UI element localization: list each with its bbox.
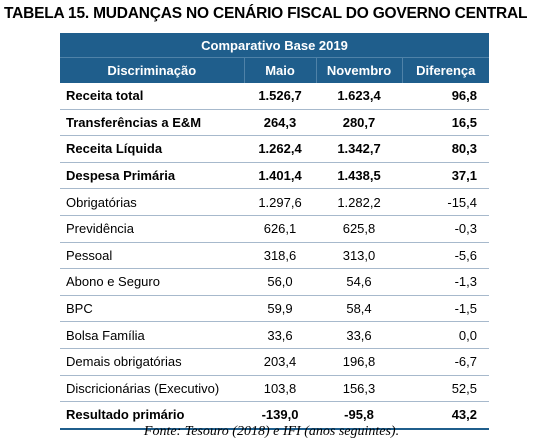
- table-row: Abono e Seguro 56,0 54,6 -1,3: [60, 268, 489, 296]
- row-label: Bolsa Família: [60, 321, 244, 349]
- cell-novembro: 54,6: [316, 268, 402, 296]
- cell-novembro: 1.438,5: [316, 162, 402, 190]
- row-label: Transferências a E&M: [60, 109, 244, 137]
- table-row: Transferências a E&M 264,3 280,7 16,5: [60, 109, 489, 137]
- fiscal-table: Comparativo Base 2019 Discriminação Maio…: [60, 33, 489, 430]
- table-row: Bolsa Família 33,6 33,6 0,0: [60, 321, 489, 349]
- cell-diferenca: -6,7: [402, 348, 489, 376]
- cell-diferenca: 80,3: [402, 135, 489, 163]
- cell-novembro: 1.623,4: [316, 83, 402, 110]
- row-label: Previdência: [60, 215, 244, 243]
- cell-diferenca: 43,2: [402, 401, 489, 430]
- table-row: Demais obrigatórias 203,4 196,8 -6,7: [60, 348, 489, 376]
- table-row: Despesa Primária 1.401,4 1.438,5 37,1: [60, 162, 489, 190]
- cell-maio: 264,3: [244, 109, 316, 137]
- cell-novembro: 1.282,2: [316, 188, 402, 216]
- cell-novembro: 313,0: [316, 242, 402, 270]
- row-label: Pessoal: [60, 242, 244, 270]
- table-title: TABELA 15. MUDANÇAS NO CENÁRIO FISCAL DO…: [4, 5, 528, 22]
- cell-diferenca: 96,8: [402, 83, 489, 110]
- table-row: Pessoal 318,6 313,0 -5,6: [60, 242, 489, 270]
- row-label: Obrigatórias: [60, 188, 244, 216]
- cell-novembro: 196,8: [316, 348, 402, 376]
- table-row: Resultado primário -139,0 -95,8 43,2: [60, 401, 489, 430]
- table-row: BPC 59,9 58,4 -1,5: [60, 295, 489, 323]
- cell-maio: 103,8: [244, 375, 316, 403]
- row-label: Demais obrigatórias: [60, 348, 244, 376]
- row-label: Abono e Seguro: [60, 268, 244, 296]
- cell-maio: 203,4: [244, 348, 316, 376]
- cell-diferenca: -5,6: [402, 242, 489, 270]
- cell-maio: 626,1: [244, 215, 316, 243]
- cell-maio: 318,6: [244, 242, 316, 270]
- cell-maio: 1.262,4: [244, 135, 316, 163]
- table-row: Receita total 1.526,7 1.623,4 96,8: [60, 83, 489, 110]
- cell-diferenca: 0,0: [402, 321, 489, 349]
- cell-maio: 33,6: [244, 321, 316, 349]
- comparison-band-header: Comparativo Base 2019: [60, 33, 489, 58]
- cell-maio: -139,0: [244, 401, 316, 430]
- cell-diferenca: 16,5: [402, 109, 489, 137]
- cell-maio: 1.297,6: [244, 188, 316, 216]
- source-note: Fonte: Tesouro (2018) e IFI (anos seguin…: [143, 424, 400, 439]
- cell-diferenca: -0,3: [402, 215, 489, 243]
- header-maio: Maio: [243, 57, 316, 83]
- cell-maio: 1.401,4: [244, 162, 316, 190]
- header-novembro: Novembro: [315, 57, 402, 83]
- row-label: Discricionárias (Executivo): [60, 375, 244, 403]
- table-row: Discricionárias (Executivo) 103,8 156,3 52,…: [60, 375, 489, 403]
- cell-diferenca: 37,1: [402, 162, 489, 190]
- cell-novembro: 58,4: [316, 295, 402, 323]
- row-label: Resultado primário: [60, 401, 244, 430]
- table-row: Obrigatórias 1.297,6 1.282,2 -15,4: [60, 188, 489, 216]
- cell-novembro: 625,8: [316, 215, 402, 243]
- cell-novembro: 33,6: [316, 321, 402, 349]
- cell-novembro: -95,8: [316, 401, 402, 430]
- table-row: Previdência 626,1 625,8 -0,3: [60, 215, 489, 243]
- cell-maio: 56,0: [244, 268, 316, 296]
- cell-novembro: 280,7: [316, 109, 402, 137]
- cell-diferenca: -1,5: [402, 295, 489, 323]
- cell-maio: 1.526,7: [244, 83, 316, 110]
- header-diferenca: Diferença: [401, 57, 489, 83]
- cell-diferenca: 52,5: [402, 375, 489, 403]
- row-label: Receita total: [60, 83, 244, 110]
- cell-maio: 59,9: [244, 295, 316, 323]
- cell-novembro: 156,3: [316, 375, 402, 403]
- cell-diferenca: -1,3: [402, 268, 489, 296]
- table-row: Receita Líquida 1.262,4 1.342,7 80,3: [60, 135, 489, 163]
- row-label: Receita Líquida: [60, 135, 244, 163]
- cell-diferenca: -15,4: [402, 188, 489, 216]
- table-body: Receita total 1.526,7 1.623,4 96,8 Transferê…: [60, 83, 489, 430]
- row-label: BPC: [60, 295, 244, 323]
- cell-novembro: 1.342,7: [316, 135, 402, 163]
- header-discriminacao: Discriminação: [60, 57, 244, 83]
- row-label: Despesa Primária: [60, 162, 244, 190]
